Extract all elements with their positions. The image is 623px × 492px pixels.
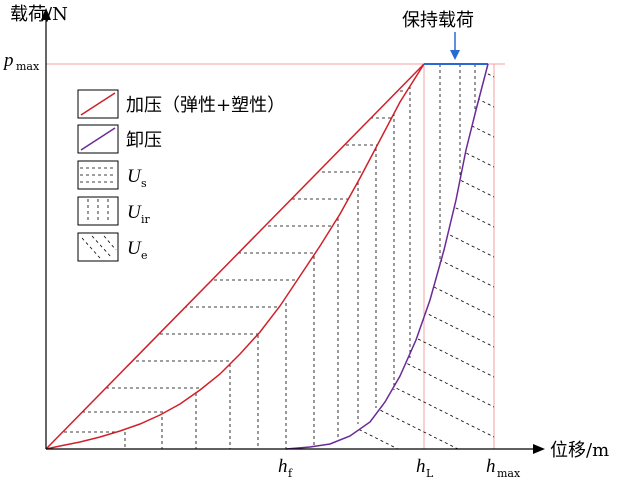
vertical-hatch-lines — [124, 64, 476, 449]
legend-red-line-icon — [80, 92, 116, 116]
hold-load-arrow — [450, 32, 460, 60]
legend-label-ue-sub: e — [141, 249, 148, 262]
legend-label-loading: 加压（弹性+塑性） — [126, 95, 285, 116]
legend-label-unloading: 卸压 — [126, 130, 162, 151]
h-f-label: h — [278, 456, 288, 477]
legend-label-us-sub: s — [141, 177, 147, 190]
legend: 加压（弹性+塑性） 卸压 U s U ir U e — [77, 89, 285, 262]
h-max-subscript: max — [497, 467, 521, 480]
legend-horizontal-hatch-icon — [80, 167, 116, 183]
legend-label-us: U — [127, 166, 142, 187]
legend-label-ue: U — [127, 238, 142, 259]
legend-diagonal-hatch-icon — [81, 235, 117, 259]
h-L-subscript: L — [426, 467, 434, 480]
legend-label-uir: U — [127, 202, 142, 223]
h-max-label: h — [486, 456, 496, 477]
h-f-subscript: f — [288, 467, 293, 480]
legend-purple-line-icon — [80, 127, 116, 151]
y-axis-arrowhead — [41, 8, 51, 20]
loading-line — [45, 63, 425, 450]
x-axis-arrowhead — [533, 444, 545, 454]
legend-swatch-ue — [77, 232, 119, 262]
legend-vertical-hatch-icon — [87, 199, 109, 223]
x-axis-label: 位移/m — [550, 440, 609, 461]
h-L-label: h — [416, 456, 426, 477]
p-max-label: p — [2, 50, 14, 71]
y-axis-label: 载荷/N — [10, 4, 68, 25]
axes — [41, 8, 545, 454]
p-max-subscript: max — [16, 60, 40, 73]
legend-label-uir-sub: ir — [141, 213, 151, 226]
loading-curve — [45, 63, 425, 450]
unloading-curve — [285, 63, 489, 450]
hold-load-label: 保持载荷 — [402, 10, 474, 31]
